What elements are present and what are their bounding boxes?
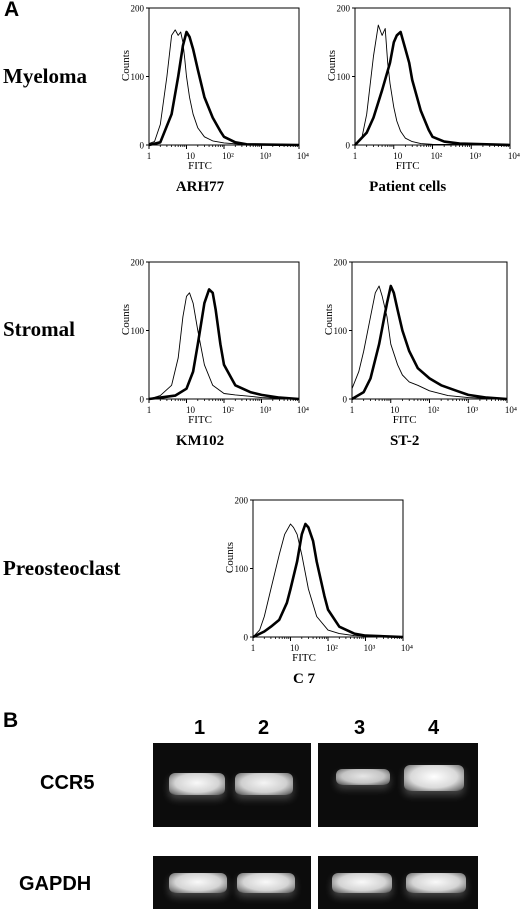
- plot-frame: [148, 7, 300, 146]
- y-tick-label: 0: [244, 633, 249, 643]
- x-axis-label: FITC: [292, 652, 316, 664]
- x-axis-label: FITC: [396, 160, 420, 172]
- x-tick-label: 10²: [326, 643, 338, 653]
- y-axis-label: Counts: [120, 50, 132, 81]
- x-tick-label: 1: [147, 151, 152, 161]
- x-tick-label: 10: [290, 643, 300, 653]
- x-axis-label: FITC: [188, 160, 212, 172]
- y-tick-label: 200: [337, 4, 351, 14]
- x-tick-label: 10⁴: [297, 405, 309, 415]
- x-tick-label: 10²: [222, 405, 234, 415]
- x-tick-label: 10: [186, 405, 196, 415]
- x-tick-label: 10⁴: [401, 643, 413, 653]
- histogram-curve-thin: [148, 29, 300, 146]
- y-tick-label: 0: [343, 395, 348, 405]
- y-tick-label: 200: [334, 258, 348, 268]
- y-tick-label: 0: [140, 395, 145, 405]
- x-tick-label: 10³: [469, 151, 481, 161]
- x-tick-label: 10: [393, 151, 403, 161]
- lane-number-3: 3: [354, 717, 366, 739]
- x-tick-label: 10³: [260, 405, 272, 415]
- y-tick-label: 100: [235, 564, 249, 574]
- band-ccr5-lane-2: [235, 773, 293, 795]
- y-axis-label: Counts: [224, 542, 236, 573]
- band-gapdh-lane-4: [406, 873, 466, 893]
- y-axis-label: Counts: [120, 304, 132, 335]
- histogram-title: C 7: [293, 671, 316, 687]
- band-gapdh-lane-2: [237, 873, 295, 893]
- histogram-curve-thick: [148, 30, 300, 147]
- histogram-curve-thin: [351, 285, 508, 400]
- band-ccr5-lane-4: [404, 765, 464, 791]
- histogram-curve-thick: [252, 522, 404, 639]
- row-label-stromal: Stromal: [3, 317, 75, 341]
- gel-panel-gapdh-left: [153, 856, 311, 909]
- band-gapdh-lane-3: [332, 873, 392, 893]
- histogram-curve-thin: [148, 292, 300, 400]
- y-tick-label: 0: [140, 141, 145, 151]
- panel-b-letter: B: [3, 709, 19, 732]
- gel-panel-ccr5-right: [318, 743, 478, 827]
- histogram-curve-thick: [354, 30, 511, 147]
- row-label-myeloma: Myeloma: [3, 64, 87, 88]
- band-ccr5-lane-3: [336, 769, 390, 785]
- histogram-curve-thin: [354, 24, 511, 146]
- x-tick-label: 1: [350, 405, 355, 415]
- row-label-preosteoclast: Preosteoclast: [3, 556, 121, 580]
- x-tick-label: 10: [186, 151, 196, 161]
- plot-frame: [252, 499, 404, 638]
- y-tick-label: 100: [337, 72, 351, 82]
- x-tick-label: 10⁴: [505, 405, 517, 415]
- gel-row-label-ccr5: CCR5: [40, 772, 95, 794]
- x-tick-label: 10³: [260, 151, 272, 161]
- x-axis-label: FITC: [393, 414, 417, 426]
- plot-frame: [148, 261, 300, 400]
- y-tick-label: 0: [346, 141, 351, 151]
- histogram-curve-thick: [148, 288, 300, 401]
- y-tick-label: 100: [334, 326, 348, 336]
- y-tick-label: 200: [131, 258, 145, 268]
- y-tick-label: 100: [131, 326, 145, 336]
- x-axis-label: FITC: [188, 414, 212, 426]
- histogram-curve-thin: [252, 523, 404, 638]
- histogram-title: ST-2: [390, 433, 419, 449]
- x-tick-label: 10²: [428, 405, 440, 415]
- x-tick-label: 1: [353, 151, 358, 161]
- x-tick-label: 10³: [364, 643, 376, 653]
- plot-frame: [351, 261, 508, 400]
- y-tick-label: 200: [235, 496, 249, 506]
- gel-panel-gapdh-right: [318, 856, 478, 909]
- lane-number-4: 4: [428, 717, 440, 739]
- x-tick-label: 1: [147, 405, 152, 415]
- y-axis-label: Counts: [323, 304, 335, 335]
- gel-row-label-gapdh: GAPDH: [19, 873, 92, 895]
- histogram-title: KM102: [176, 433, 224, 449]
- x-tick-label: 10: [390, 405, 400, 415]
- lane-number-2: 2: [258, 717, 270, 739]
- y-tick-label: 100: [131, 72, 145, 82]
- histogram-curve-thick: [351, 284, 508, 401]
- y-axis-label: Counts: [326, 50, 338, 81]
- histogram-title: Patient cells: [369, 179, 446, 195]
- x-tick-label: 10²: [431, 151, 443, 161]
- x-tick-label: 10⁴: [508, 151, 520, 161]
- band-ccr5-lane-1: [169, 773, 225, 795]
- x-tick-label: 10²: [222, 151, 234, 161]
- y-tick-label: 200: [131, 4, 145, 14]
- band-gapdh-lane-1: [169, 873, 227, 893]
- gel-panel-ccr5-left: [153, 743, 311, 827]
- x-tick-label: 10³: [466, 405, 478, 415]
- x-tick-label: 10⁴: [297, 151, 309, 161]
- lane-number-1: 1: [194, 717, 206, 739]
- histogram-title: ARH77: [176, 179, 225, 195]
- x-tick-label: 1: [251, 643, 256, 653]
- panel-a-letter: A: [4, 0, 20, 21]
- plot-frame: [354, 7, 511, 146]
